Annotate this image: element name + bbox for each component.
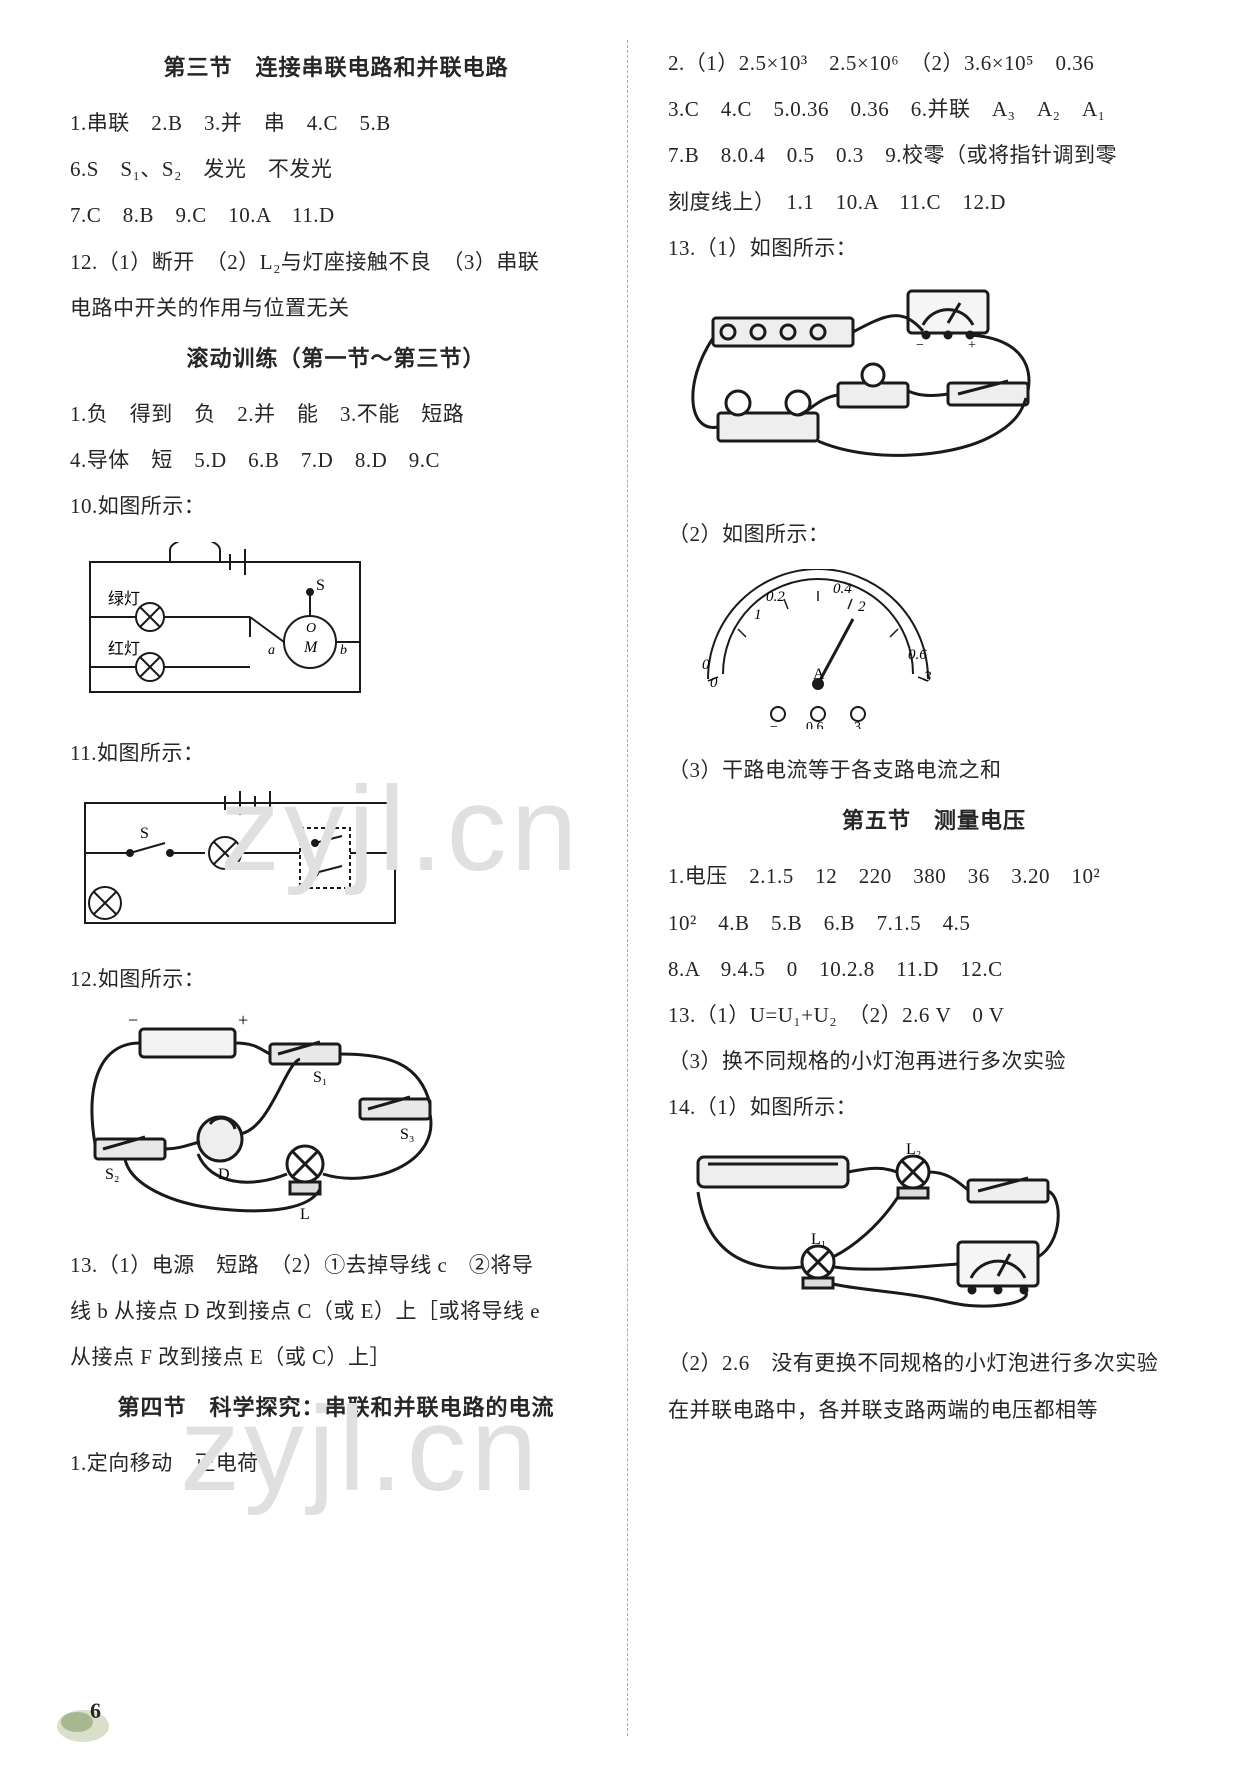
fig14-l1: L₁ bbox=[811, 1231, 826, 1248]
fig12-s1: S₁ bbox=[313, 1069, 327, 1086]
roll-line2: 4.导体 短 5.D 6.B 7.D 8.D 9.C bbox=[70, 437, 602, 483]
fig13b-s0a: 0 bbox=[702, 657, 710, 673]
roll-line6a: 13.（1）电源 短路 （2）①去掉导线 c ②将导 bbox=[70, 1242, 602, 1288]
r2-line7: （3）干路电流等于各支路电流之和 bbox=[668, 747, 1200, 793]
roll-line6c: 从接点 F 改到接点 E（或 C）上］ bbox=[70, 1334, 602, 1380]
s5-line1: 1.电压 2.1.5 12 220 380 36 3.20 10² bbox=[668, 853, 1200, 899]
section5-heading: 第五节 测量电压 bbox=[668, 803, 1200, 835]
fig10-m-label: M bbox=[303, 639, 319, 656]
fig13b-a: A bbox=[813, 666, 825, 683]
fig13b-s04: 0.4 bbox=[833, 581, 852, 597]
s5-line7a: （2）2.6 没有更换不同规格的小灯泡进行多次实验 bbox=[668, 1340, 1200, 1386]
roll-line4: 11.如图所示： bbox=[70, 730, 602, 776]
fig12-s2: S₂ bbox=[105, 1166, 119, 1183]
s5-line4: 13.（1）U=U₁+U₂ （2）2.6 V 0 V bbox=[668, 992, 1200, 1038]
fig10-b-label: b bbox=[340, 643, 347, 658]
s3-line3: 7.C 8.B 9.C 10.A 11.D bbox=[70, 192, 602, 238]
s5-line3: 8.A 9.4.5 0 10.2.8 11.D 12.C bbox=[668, 946, 1200, 992]
fig12-d: D bbox=[218, 1166, 230, 1183]
fig13b-s2: 2 bbox=[858, 599, 866, 615]
fig13b-t06: 0.6 bbox=[806, 720, 824, 729]
r2-line6: （2）如图所示： bbox=[668, 511, 1200, 557]
page-number-decoration bbox=[55, 1700, 111, 1746]
s5-line2: 10² 4.B 5.B 6.B 7.1.5 4.5 bbox=[668, 900, 1200, 946]
roll-line5: 12.如图所示： bbox=[70, 956, 602, 1002]
rolling-heading: 滚动训练（第一节～第三节） bbox=[70, 341, 602, 373]
section4-heading: 第四节 科学探究：串联和并联电路的电流 bbox=[70, 1390, 602, 1422]
fig10-o-label: O bbox=[306, 621, 316, 636]
s5-line6: 14.（1）如图所示： bbox=[668, 1084, 1200, 1130]
roll-line3: 10.如图所示： bbox=[70, 483, 602, 529]
figure-14: L₂ L₁ bbox=[668, 1142, 1200, 1322]
r2-line3: 7.B 8.0.4 0.5 0.3 9.校零（或将指针调到零 bbox=[668, 132, 1200, 178]
fig13b-s02: 0.2 bbox=[766, 589, 785, 605]
fig13b-t3: 3 bbox=[854, 720, 861, 729]
fig12-plus: + bbox=[238, 1014, 248, 1030]
fig13a-plus: + bbox=[968, 338, 976, 353]
fig13b-s3: 3 bbox=[923, 669, 932, 685]
s3-line5: 电路中开关的作用与位置无关 bbox=[70, 285, 602, 331]
s4-line1: 1.定向移动 正电荷 bbox=[70, 1440, 602, 1486]
right-column: 2.（1）2.5×10³ 2.5×10⁶ （2）3.6×10⁵ 0.36 3.C… bbox=[658, 40, 1200, 1736]
fig13b-s0b: 0 bbox=[710, 675, 718, 691]
roll-line1: 1.负 得到 负 2.并 能 3.不能 短路 bbox=[70, 391, 602, 437]
fig10-red-label: 红灯 bbox=[108, 640, 140, 658]
roll-line6b: 线 b 从接点 D 改到接点 C（或 E）上［或将导线 e bbox=[70, 1288, 602, 1334]
left-column: 第三节 连接串联电路和并联电路 1.串联 2.B 3.并 串 4.C 5.B 6… bbox=[70, 40, 628, 1736]
r2-line2: 3.C 4.C 5.0.36 0.36 6.并联 A₃ A₂ A₁ bbox=[668, 86, 1200, 132]
fig10-green-label: 绿灯 bbox=[108, 590, 140, 608]
page-number: 6 bbox=[90, 1698, 101, 1724]
fig10-s-label: S bbox=[316, 577, 325, 594]
s3-line1: 1.串联 2.B 3.并 串 4.C 5.B bbox=[70, 100, 602, 146]
fig12-l: L bbox=[300, 1206, 310, 1223]
r2-line1: 2.（1）2.5×10³ 2.5×10⁶ （2）3.6×10⁵ 0.36 bbox=[668, 40, 1200, 86]
s5-line5: （3）换不同规格的小灯泡再进行多次实验 bbox=[668, 1038, 1200, 1084]
r2-line4: 刻度线上） 1.1 10.A 11.C 12.D bbox=[668, 179, 1200, 225]
fig14-l2: L₂ bbox=[906, 1142, 921, 1158]
fig12-s3: S₃ bbox=[400, 1126, 414, 1143]
s3-line4: 12.（1）断开 （2）L₂与灯座接触不良 （3）串联 bbox=[70, 239, 602, 285]
fig12-minus: − bbox=[128, 1014, 138, 1030]
section3-heading: 第三节 连接串联电路和并联电路 bbox=[70, 50, 602, 82]
fig10-a-label: a bbox=[268, 643, 275, 658]
figure-13b: 0 0 0.2 1 0.4 2 0.6 3 A − 0.6 3 bbox=[668, 569, 1200, 729]
fig13b-tm: − bbox=[770, 720, 778, 729]
s3-line2: 6.S S₁、S₂ 发光 不发光 bbox=[70, 146, 602, 192]
fig13b-s1: 1 bbox=[754, 607, 762, 623]
fig13a-minus: − bbox=[916, 338, 924, 353]
figure-12: − + S₁ S₂ S₃ D L bbox=[70, 1014, 602, 1224]
leaf-icon bbox=[55, 1700, 111, 1746]
r2-line5: 13.（1）如图所示： bbox=[668, 225, 1200, 271]
fig13b-s06: 0.6 bbox=[908, 647, 927, 663]
fig11-s-label: S bbox=[140, 825, 149, 842]
figure-13a: − + bbox=[668, 283, 1200, 493]
figure-10: 绿灯 红灯 S O M a b bbox=[70, 542, 602, 712]
s5-line7b: 在并联电路中，各并联支路两端的电压都相等 bbox=[668, 1387, 1200, 1433]
page-content: 第三节 连接串联电路和并联电路 1.串联 2.B 3.并 串 4.C 5.B 6… bbox=[70, 40, 1200, 1736]
figure-11: S bbox=[70, 788, 602, 938]
